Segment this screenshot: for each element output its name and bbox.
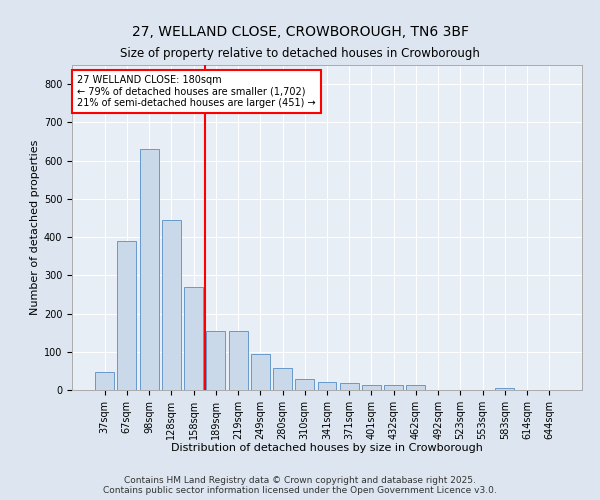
Bar — [273, 368, 292, 390]
Bar — [384, 385, 403, 390]
Bar — [317, 382, 337, 390]
Bar — [206, 330, 225, 390]
Bar — [95, 372, 114, 390]
Text: 27, WELLAND CLOSE, CROWBOROUGH, TN6 3BF: 27, WELLAND CLOSE, CROWBOROUGH, TN6 3BF — [131, 25, 469, 39]
Bar — [406, 386, 425, 390]
Y-axis label: Number of detached properties: Number of detached properties — [29, 140, 40, 315]
Bar — [251, 354, 270, 390]
Bar — [340, 383, 359, 390]
Bar — [229, 330, 248, 390]
Bar — [362, 385, 381, 390]
Bar — [140, 149, 158, 390]
Text: Contains HM Land Registry data © Crown copyright and database right 2025.
Contai: Contains HM Land Registry data © Crown c… — [103, 476, 497, 495]
Bar — [496, 388, 514, 390]
Bar — [118, 241, 136, 390]
Bar — [162, 220, 181, 390]
Bar — [295, 378, 314, 390]
X-axis label: Distribution of detached houses by size in Crowborough: Distribution of detached houses by size … — [171, 444, 483, 454]
Bar — [184, 287, 203, 390]
Text: 27 WELLAND CLOSE: 180sqm
← 79% of detached houses are smaller (1,702)
21% of sem: 27 WELLAND CLOSE: 180sqm ← 79% of detach… — [77, 74, 316, 108]
Text: Size of property relative to detached houses in Crowborough: Size of property relative to detached ho… — [120, 48, 480, 60]
